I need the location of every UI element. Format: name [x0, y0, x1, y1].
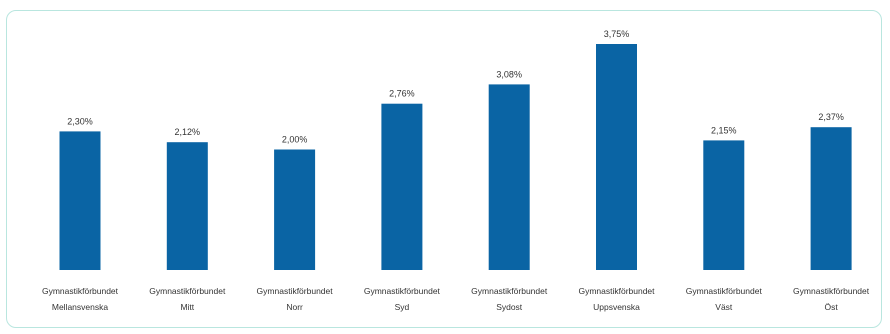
category-label-0-line-0: Gymnastikförbundet [42, 286, 119, 296]
category-label-1-line-0: Gymnastikförbundet [149, 286, 226, 296]
category-label-0-line-1: Mellansvenska [52, 302, 108, 312]
data-label-3: 2,76% [389, 89, 415, 99]
category-label-3-line-0: Gymnastikförbundet [364, 286, 441, 296]
bar-5 [596, 44, 637, 270]
bar-0 [60, 131, 101, 270]
category-label-5-line-0: Gymnastikförbundet [578, 286, 655, 296]
category-label-3-line-1: Syd [395, 302, 410, 312]
bar-3 [381, 104, 422, 270]
category-label-6-line-0: Gymnastikförbundet [686, 286, 763, 296]
bar-2 [274, 150, 315, 271]
category-label-1-line-1: Mitt [180, 302, 194, 312]
category-label-6-line-1: Väst [715, 302, 733, 312]
category-label-2-line-1: Norr [286, 302, 303, 312]
category-label-4-line-0: Gymnastikförbundet [471, 286, 548, 296]
category-label-4-line-1: Sydost [496, 302, 523, 312]
category-label-5-line-1: Uppsvenska [593, 302, 640, 312]
bar-6 [703, 140, 744, 270]
data-label-7: 2,37% [818, 112, 844, 122]
data-label-5: 3,75% [604, 29, 630, 39]
category-label-2-line-0: Gymnastikförbundet [257, 286, 334, 296]
data-label-1: 2,12% [175, 127, 201, 137]
category-label-7-line-1: Öst [824, 302, 838, 312]
data-label-2: 2,00% [282, 135, 308, 145]
data-label-4: 3,08% [496, 69, 522, 79]
bar-1 [167, 142, 208, 270]
data-label-0: 2,30% [67, 116, 93, 126]
data-label-6: 2,15% [711, 125, 737, 135]
category-label-7-line-0: Gymnastikförbundet [793, 286, 870, 296]
bar-4 [489, 84, 530, 270]
bar-7 [811, 127, 852, 270]
